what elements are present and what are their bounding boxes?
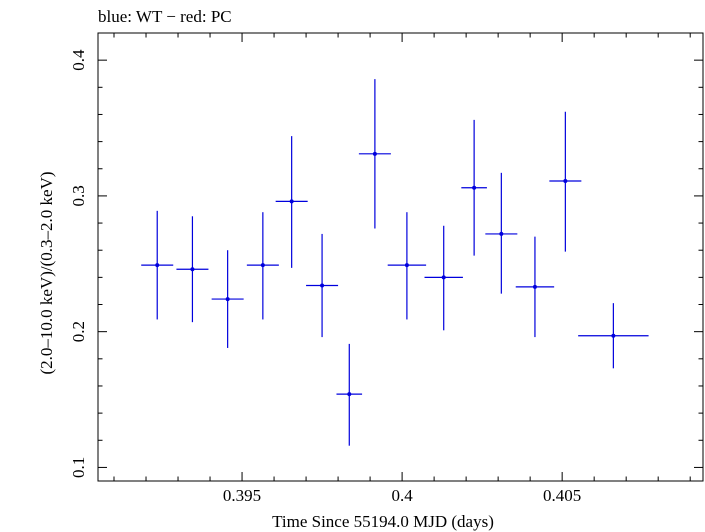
x-tick-label: 0.405 — [543, 486, 581, 505]
data-point — [578, 303, 649, 369]
y-tick-label: 0.4 — [69, 49, 88, 71]
axis-tick-labels: 0.395 0.4 0.405 0.1 0.2 0.3 0.4 — [69, 49, 581, 505]
y-tick-label: 0.3 — [69, 185, 88, 206]
y-tick-label: 0.2 — [69, 321, 88, 342]
data-marker — [472, 185, 477, 190]
data-point — [485, 172, 518, 294]
plot-frame — [97, 32, 704, 482]
data-point — [211, 250, 244, 348]
data-point — [549, 111, 582, 252]
data-point — [336, 343, 363, 446]
axis-ticks — [98, 32, 703, 481]
data-point — [515, 236, 555, 338]
data-point — [358, 79, 391, 229]
y-axis-label: (2.0–10.0 keV)/(0.3–2.0 keV) — [37, 171, 56, 374]
data-marker — [372, 151, 377, 156]
x-axis-label: Time Since 55194.0 MJD (days) — [272, 512, 494, 531]
data-point — [246, 212, 279, 320]
data-points — [141, 79, 649, 446]
data-marker — [320, 283, 325, 288]
data-marker — [260, 263, 265, 268]
data-marker — [347, 392, 352, 397]
chart-title: blue: WT − red: PC — [98, 7, 232, 26]
data-point — [387, 212, 427, 320]
data-marker — [155, 263, 160, 268]
data-point — [275, 136, 308, 268]
data-point — [141, 210, 174, 320]
x-tick-label: 0.4 — [391, 486, 413, 505]
data-marker — [611, 333, 616, 338]
data-marker — [563, 178, 568, 183]
data-point — [176, 216, 209, 323]
data-marker — [190, 267, 195, 272]
data-marker — [499, 231, 504, 236]
data-marker — [404, 263, 409, 268]
data-marker — [289, 199, 294, 204]
data-point — [461, 119, 487, 256]
data-marker — [532, 284, 537, 289]
data-point — [424, 225, 463, 331]
data-marker — [441, 275, 446, 280]
data-marker — [225, 297, 230, 302]
y-tick-label: 0.1 — [69, 457, 88, 478]
data-point — [306, 233, 339, 338]
x-tick-label: 0.395 — [223, 486, 261, 505]
